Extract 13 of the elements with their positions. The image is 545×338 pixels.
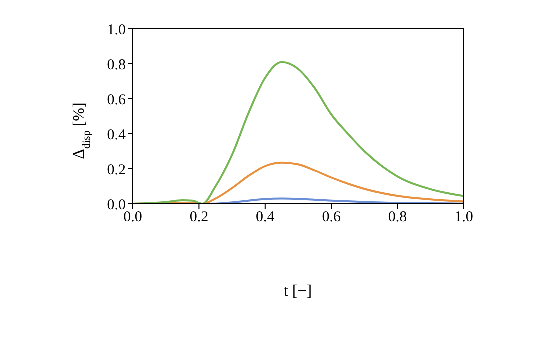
x-tick-label: 0.8 bbox=[388, 210, 408, 226]
y-tick-label: 1.0 bbox=[107, 22, 126, 38]
y-tick-label: 0.0 bbox=[107, 197, 126, 214]
x-tick-label: 0.2 bbox=[190, 210, 209, 226]
x-axis-title: t [−] bbox=[284, 283, 312, 300]
x-tick-label: 0.4 bbox=[256, 210, 276, 226]
x-tick-label: 1.0 bbox=[454, 210, 474, 226]
y-tick-label: 0.4 bbox=[107, 127, 126, 144]
x-tick-label: 0.6 bbox=[322, 210, 342, 226]
x-tick-label: 0.0 bbox=[124, 210, 142, 226]
y-tick-label: 0.8 bbox=[107, 57, 126, 74]
y-tick-label: 0.6 bbox=[107, 92, 126, 108]
y-tick-label: 0.2 bbox=[107, 162, 126, 178]
